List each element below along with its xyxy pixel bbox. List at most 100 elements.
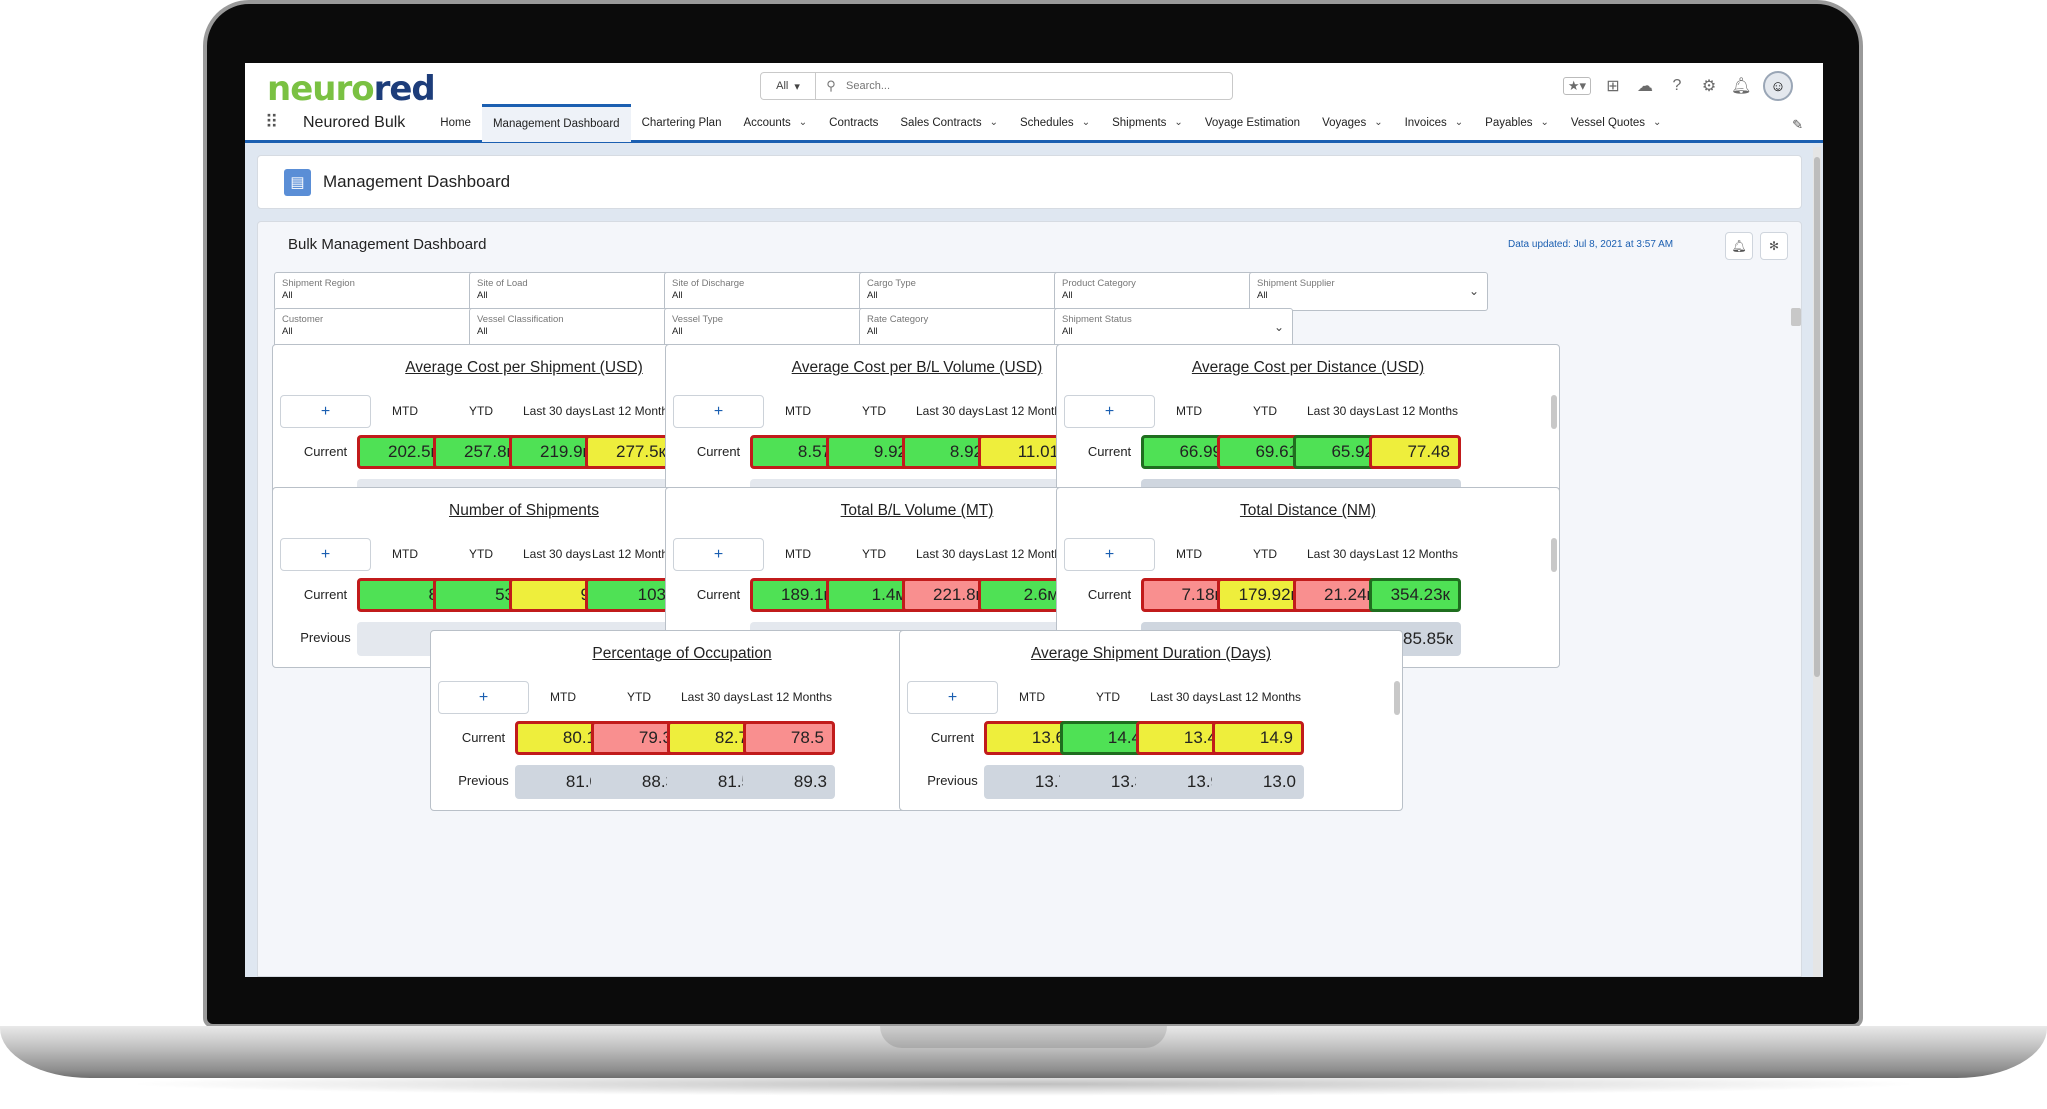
bell-icon: 🔔︎ (1731, 239, 1747, 253)
current-value: 354.23к (1369, 578, 1461, 612)
nav-tab-7[interactable]: Shipments ⌄ (1101, 104, 1194, 142)
card-scrollbar[interactable] (1551, 395, 1557, 429)
nav-tab-label: Payables (1485, 116, 1533, 129)
filter-label: Customer (282, 314, 324, 325)
nav-tab-2[interactable]: Chartering Plan (631, 104, 733, 142)
nav-tab-8[interactable]: Voyage Estimation (1194, 104, 1311, 142)
kpi-card-title[interactable]: Average Cost per Distance (USD) (1191, 359, 1425, 376)
kpi-card-title[interactable]: Average Cost per Shipment (USD) (405, 359, 643, 376)
filter-label: Product Category (1062, 278, 1136, 289)
nav-tab-1[interactable]: Management Dashboard (481, 103, 631, 142)
search-scope-select[interactable]: All ▾ (761, 73, 816, 99)
help-icon[interactable]: ? (1672, 77, 1682, 94)
kpi-card-7: Average Shipment Duration (Days) + MTD YTD L… (899, 630, 1403, 811)
chevron-down-icon[interactable]: ⌄ (1374, 117, 1383, 128)
chevron-down-icon[interactable]: ⌄ (1454, 117, 1464, 128)
column-header: Last 12 Months (984, 546, 1068, 561)
expand-plus-button[interactable]: + (907, 681, 998, 714)
favorites-star-icon[interactable]: ★▾ (1562, 77, 1591, 95)
column-header: YTD (862, 403, 886, 418)
column-header: MTD (550, 689, 576, 704)
expand-plus-button[interactable]: + (280, 395, 371, 428)
chevron-down-icon[interactable]: ⌄ (989, 117, 998, 128)
nav-tab-9[interactable]: Voyages ⌄ (1311, 104, 1394, 142)
nav-tab-label: Sales Contracts (900, 116, 982, 129)
header-actions: ★▾ ⊞ ☁ ? ⚙ 🔔︎ ☺ (1562, 71, 1793, 101)
chevron-down-icon[interactable]: ⌄ (1174, 117, 1183, 128)
expand-plus-button[interactable]: + (673, 395, 764, 428)
expand-plus-button[interactable]: + (673, 538, 764, 571)
kpi-card-title[interactable]: Percentage of Occupation (592, 645, 772, 662)
chevron-down-icon[interactable]: ⌄ (1540, 117, 1549, 128)
filter-value: All (477, 290, 488, 301)
trailhead-icon[interactable]: ☁ (1637, 78, 1653, 95)
app-launcher-waffle-icon[interactable]: ⠿ (265, 112, 278, 132)
user-avatar[interactable]: ☺ (1763, 71, 1793, 101)
card-scrollbar[interactable] (1551, 538, 1557, 572)
filter-select-10[interactable]: Shipment Status All ⌄ (1054, 308, 1293, 347)
filter-scroll-handle[interactable] (1791, 308, 1801, 326)
app-screen: neurored All ▾ ⚲ ★▾ ⊞ ☁ ? ⚙ 🔔︎ ☺ (245, 63, 1823, 977)
current-value: 14.9 (1212, 721, 1304, 755)
dashboard-settings-button[interactable]: ✻ (1760, 232, 1788, 260)
chevron-down-icon: ⌄ (1468, 284, 1479, 298)
row-label-current: Current (303, 444, 348, 459)
card-scrollbar[interactable] (1394, 681, 1400, 715)
edit-nav-pencil-icon[interactable]: ✎ (1792, 117, 1803, 132)
nav-tab-5[interactable]: Sales Contracts ⌄ (889, 104, 1009, 142)
search-icon: ⚲ (826, 78, 836, 93)
row-label-previous: Previous (927, 773, 978, 788)
global-actions-plus-icon[interactable]: ⊞ (1606, 78, 1620, 95)
filter-label: Site of Load (477, 278, 528, 289)
nav-tab-10[interactable]: Invoices ⌄ (1394, 104, 1475, 142)
search-input[interactable] (846, 80, 1232, 92)
column-header: MTD (785, 546, 811, 561)
column-header: Last 12 Months (591, 546, 675, 561)
filter-value: All (1062, 326, 1073, 337)
column-header: Last 30 days (1149, 689, 1219, 704)
filter-select-5[interactable]: Shipment Supplier All ⌄ (1249, 272, 1488, 311)
kpi-card-title[interactable]: Total Distance (NM) (1239, 502, 1377, 519)
filter-label: Shipment Region (282, 278, 355, 289)
column-header: Last 30 days (522, 403, 592, 418)
expand-plus-button[interactable]: + (438, 681, 529, 714)
current-value: 78.5 (743, 721, 835, 755)
nav-tab-0[interactable]: Home (429, 104, 482, 142)
nav-tab-4[interactable]: Contracts (818, 104, 889, 142)
filter-label: Site of Discharge (672, 278, 745, 289)
current-value: 277.5к (585, 435, 677, 469)
expand-plus-button[interactable]: + (1064, 395, 1155, 428)
notifications-bell-icon[interactable]: 🔔︎ (1731, 78, 1752, 95)
logo-text-red: red (373, 69, 436, 109)
search-scope-label: All (776, 80, 789, 92)
column-header: Last 30 days (522, 546, 592, 561)
row-label-current: Current (461, 730, 506, 745)
nav-tab-3[interactable]: Accounts ⌄ (732, 104, 818, 142)
chevron-down-icon[interactable]: ⌄ (1081, 117, 1091, 128)
column-header: Last 30 days (1306, 546, 1376, 561)
setup-gear-icon[interactable]: ⚙ (1701, 78, 1717, 95)
nav-tab-6[interactable]: Schedules ⌄ (1009, 104, 1101, 142)
expand-plus-button[interactable]: + (280, 538, 371, 571)
kpi-card-title[interactable]: Average Shipment Duration (Days) (1030, 645, 1272, 662)
filter-value: All (1062, 290, 1073, 301)
kpi-card-title[interactable]: Average Cost per B/L Volume (USD) (791, 359, 1043, 376)
neurored-logo[interactable]: neurored (267, 69, 436, 109)
kpi-card-title[interactable]: Number of Shipments (449, 502, 599, 519)
filter-label: Shipment Supplier (1257, 278, 1335, 289)
expand-plus-button[interactable]: + (1064, 538, 1155, 571)
page-header: ▤ Management Dashboard (257, 155, 1802, 209)
dashboard-panel: Bulk Management Dashboard Data updated: … (257, 221, 1802, 977)
nav-tab-label: Voyage Estimation (1204, 116, 1301, 129)
page-scrollbar-thumb[interactable] (1814, 157, 1820, 677)
kpi-card-title[interactable]: Total B/L Volume (MT) (840, 502, 994, 519)
nav-tab-12[interactable]: Vessel Quotes ⌄ (1560, 104, 1673, 142)
chevron-down-icon[interactable]: ⌄ (1653, 117, 1662, 128)
page-scrollbar[interactable] (1813, 147, 1821, 977)
chevron-down-icon[interactable]: ⌄ (798, 117, 808, 128)
nav-tab-11[interactable]: Payables ⌄ (1474, 104, 1560, 142)
column-header: YTD (627, 689, 651, 704)
subscribe-bell-button[interactable]: 🔔︎ (1725, 232, 1753, 260)
dashboard-title: Bulk Management Dashboard (288, 236, 487, 253)
